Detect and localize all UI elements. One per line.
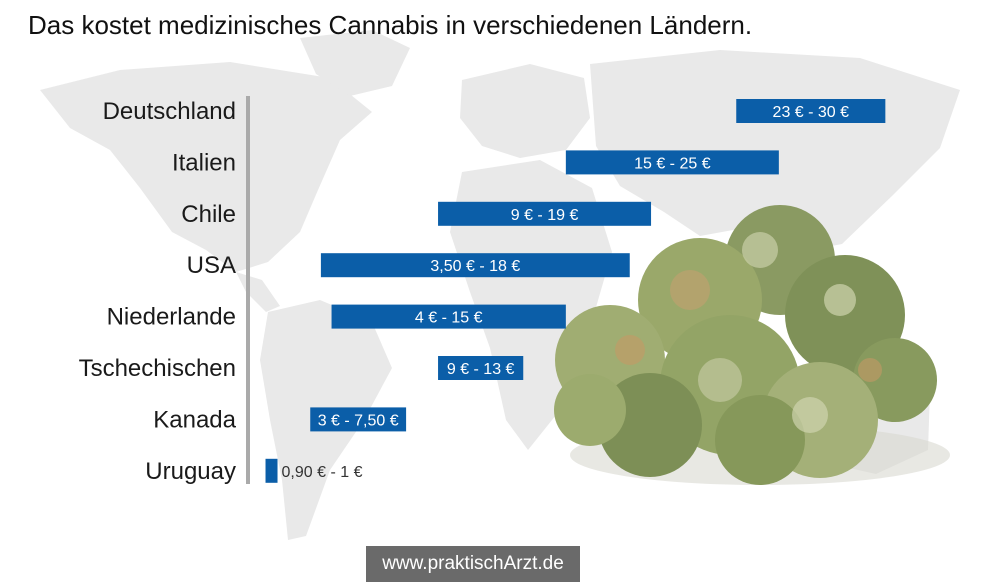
range-value-label: 23 € - 30 € (773, 104, 850, 121)
range-bar (736, 99, 886, 123)
range-value-label: 9 € - 13 € (447, 361, 515, 378)
range-bar (310, 407, 407, 432)
category-label: Tschechischen (79, 355, 236, 382)
chart-title: Das kostet medizinisches Cannabis in ver… (28, 10, 753, 40)
range-bar (320, 253, 630, 278)
range-bar (438, 201, 652, 226)
category-label: Uruguay (145, 458, 236, 485)
category-label: USA (187, 252, 236, 279)
category-label: Kanada (153, 406, 236, 433)
range-bar (565, 150, 779, 175)
range-value-label: 0,90 € - 1 € (282, 464, 363, 481)
range-bar (265, 458, 278, 483)
range-value-label: 9 € - 19 € (511, 207, 579, 224)
range-bar (438, 356, 524, 380)
range-value-label: 15 € - 25 € (634, 155, 711, 172)
category-label: Niederlande (107, 304, 236, 331)
watermark-url: www.praktischArzt.de (366, 546, 580, 582)
greenland-shape (300, 30, 410, 96)
range-value-label: 3 € - 7,50 € (318, 412, 399, 429)
north-america-shape (40, 62, 372, 272)
category-label: Deutschland (103, 98, 236, 125)
cannabis-buds-image (554, 205, 950, 485)
category-label: Italien (172, 149, 236, 176)
europe-shape (460, 64, 590, 158)
range-bar (331, 304, 566, 329)
range-value-label: 3,50 € - 18 € (430, 258, 520, 275)
category-label: Chile (181, 201, 236, 228)
range-value-label: 4 € - 15 € (415, 310, 483, 327)
